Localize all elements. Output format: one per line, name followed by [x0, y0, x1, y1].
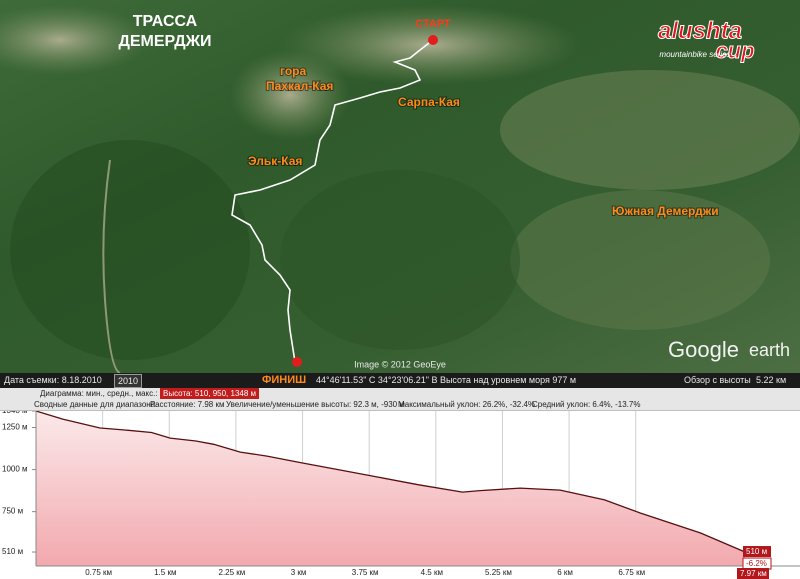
end-slope: -6.2%	[746, 559, 767, 568]
summary-text: Максимальный уклон: 26.2%, -32.4%	[398, 400, 536, 409]
y-tick-label: 1000 м	[2, 465, 28, 474]
slope	[500, 70, 800, 190]
summary-text: Расстояние: 7.98 км	[150, 400, 225, 409]
copyright: Image © 2012 GeoEye	[354, 359, 446, 369]
finish-marker	[292, 357, 302, 367]
x-tick-label: 2.25 км	[219, 568, 246, 577]
elevation-profile: 0.75 км 1.5 км 2.25 км 3 км 3.75 км 4.5 км 5.2…	[0, 411, 800, 579]
road	[102, 159, 121, 373]
forest	[10, 140, 250, 360]
place-label: Южная Демерджи	[612, 204, 719, 218]
x-tick-label: 6 км	[557, 568, 573, 577]
coordinates: 44°46'11.53" С 34°23'06.21" В Высота над…	[316, 375, 577, 385]
start-label: СТАРТ	[415, 18, 451, 30]
header-text: Диаграмма: мин., средн., макс.:	[40, 389, 158, 398]
x-tick-label: 6.75 км	[618, 568, 645, 577]
route-title: ДЕМЕРДЖИ	[118, 33, 211, 50]
place-label: гора	[280, 64, 307, 78]
y-tick-label: 750 м	[2, 507, 23, 516]
elevation-line	[35, 411, 746, 553]
place-label: Пахкал-Кая	[266, 79, 333, 93]
logo: cup	[715, 38, 754, 63]
forest	[280, 170, 520, 350]
slope	[510, 190, 770, 330]
summary-text: Сводные данные для диапазона:	[34, 400, 158, 409]
y-tick-label: 510 м	[2, 547, 23, 556]
ridge	[230, 50, 350, 140]
header-highlight[interactable]: Высота: 510, 950, 1348 м	[160, 388, 260, 399]
place-label: Эльк-Кая	[248, 154, 302, 168]
area-fill	[36, 411, 745, 566]
eye-altitude: 5.22 км	[756, 375, 787, 385]
x-tick-label: 1.5 км	[154, 568, 176, 577]
y-tick-label: 1250 м	[2, 423, 28, 432]
logo: alushta	[658, 17, 742, 44]
summary-text: Средний уклон: 6.4%, -13.7%	[532, 400, 641, 409]
summary-text: Увеличение/уменьшение высоты: 92.3 м, -9…	[226, 400, 405, 409]
route	[231, 39, 434, 363]
end-distance: 7.97 км	[740, 569, 767, 578]
end-box	[737, 568, 769, 579]
ridge	[0, 5, 150, 75]
satellite-map: ТРАССА ДЕМЕРДЖИ СТАРТ гора Пахкал-Кая Са…	[0, 0, 800, 373]
eye-altitude-label: Обзор с высоты	[684, 375, 751, 385]
route-title: ТРАССА	[133, 13, 198, 30]
end-elevation: 510 м	[746, 547, 767, 556]
imagery-date: Дата съемки: 8.18.2010	[4, 375, 102, 385]
logo-subtitle: mountainbike series	[659, 50, 730, 59]
end-box	[743, 546, 771, 558]
finish-label: ФИНИШ	[262, 374, 307, 386]
x-tick-label: 4.5 км	[421, 568, 443, 577]
profile-summary: Сводные данные для диапазона: Расстояние…	[0, 399, 800, 411]
place-label: Сарпа-Кая	[398, 95, 460, 109]
x-tick-label: 3 км	[291, 568, 307, 577]
status-bar: Дата съемки: 8.18.2010 2010 ФИНИШ 44°46'…	[0, 373, 800, 388]
google-logo: Google	[668, 337, 739, 362]
x-tick-label: 0.75 км	[85, 568, 112, 577]
ridge	[280, 5, 580, 85]
start-marker	[428, 35, 438, 45]
x-tick-label: 3.75 км	[352, 568, 379, 577]
y-tick-label: 1348 м	[2, 411, 28, 415]
year-button[interactable]: 2010	[114, 374, 143, 388]
x-tick-label: 5.25 км	[485, 568, 512, 577]
google-logo: earth	[749, 340, 790, 360]
